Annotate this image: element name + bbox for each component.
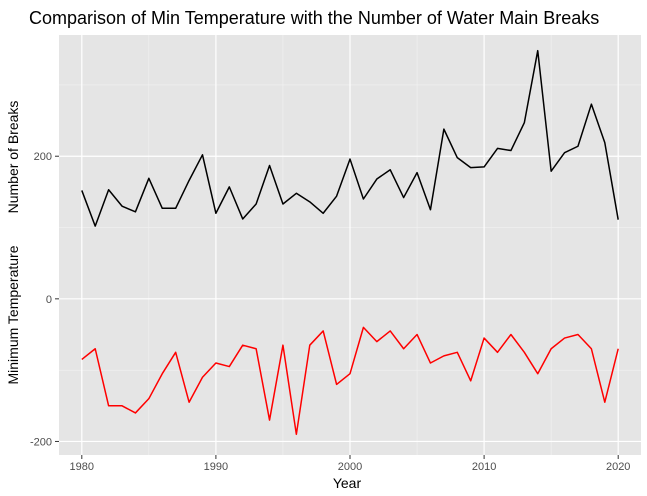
series-layer <box>81 49 619 436</box>
major-gridlines <box>59 35 641 455</box>
series-line-2 <box>81 326 619 436</box>
x-tick-label: 1990 <box>204 461 228 473</box>
y-tick-label: -200 <box>30 436 52 448</box>
x-tick-label: 2010 <box>472 461 496 473</box>
x-tick-label: 2000 <box>338 461 362 473</box>
y-axis-title-lower: Minimum Temperature <box>5 245 21 384</box>
x-tick-label: 1980 <box>70 461 94 473</box>
y-tick-label: 0 <box>46 294 52 306</box>
x-tick-label: 2020 <box>606 461 630 473</box>
tick-layer: 1980 1990 2000 2010 2020 -200 0 200 <box>30 151 630 473</box>
chart-title: Comparison of Min Temperature with the N… <box>29 8 599 28</box>
x-axis-title: Year <box>333 475 362 491</box>
series-line-1 <box>81 49 619 227</box>
y-tick-label: 200 <box>34 151 52 163</box>
y-axis-title-upper: Number of Breaks <box>5 101 21 214</box>
